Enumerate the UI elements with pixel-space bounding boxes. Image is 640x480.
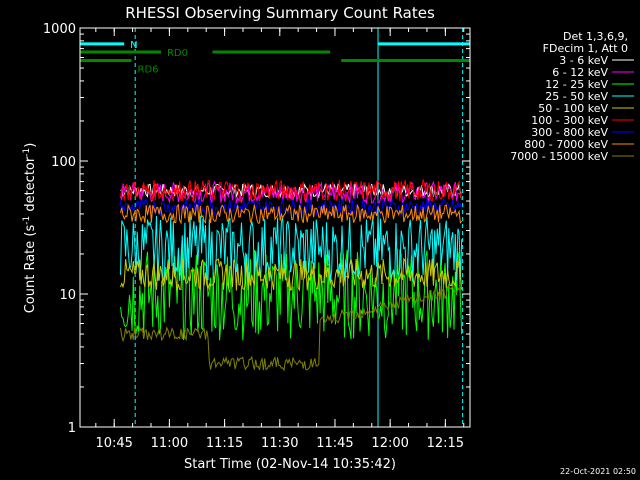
legend-entry: 3 - 6 keV: [559, 54, 608, 67]
x-axis-label: Start Time (02-Nov-14 10:35:42): [184, 457, 396, 472]
legend-entry: 800 - 7000 keV: [524, 138, 608, 151]
y-axis-label-mid: detector: [23, 156, 38, 216]
series-line: [120, 215, 463, 282]
x-tick-label: 11:15: [206, 436, 243, 451]
legend-entry: 300 - 800 keV: [531, 126, 608, 139]
y-axis-label-sup-1: -1: [22, 216, 32, 225]
flag-label-RD6: RD6: [138, 64, 159, 75]
flag-label-RD0: RD0: [167, 48, 188, 59]
plot-area: N RD0 RD6: [79, 28, 470, 427]
y-axis-label-main: Count Rate (s: [23, 225, 38, 314]
plot-frame: [79, 27, 471, 428]
legend-header-1: Det 1,3,6,9,: [563, 30, 628, 43]
series-line: [120, 248, 463, 341]
x-tick-label: 12:00: [371, 436, 408, 451]
legend-entry: 50 - 100 keV: [538, 102, 608, 115]
legend-entry: 100 - 300 keV: [531, 114, 608, 127]
legend: Det 1,3,6,9, FDecim 1, Att 0 3 - 6 keV6 …: [510, 30, 634, 163]
flag-label-N: N: [130, 40, 137, 51]
y-tick-label: 1000: [43, 22, 76, 37]
y-tick-label: 10: [59, 288, 76, 303]
chart-title: RHESSI Observing Summary Count Rates: [125, 4, 435, 22]
legend-entry: 12 - 25 keV: [545, 78, 608, 91]
x-tick-label: 10:45: [95, 436, 132, 451]
series-line: [120, 178, 463, 203]
y-tick-label: 1: [68, 421, 76, 436]
series-line: [120, 284, 463, 372]
legend-entry: 25 - 50 keV: [545, 90, 608, 103]
x-tick-label: 11:45: [316, 436, 353, 451]
series-line: [120, 257, 463, 292]
y-tick-label: 100: [51, 155, 76, 170]
x-tick-label: 12:15: [427, 436, 464, 451]
series-line: [120, 203, 463, 225]
timestamp: 22-Oct-2021 02:50: [560, 467, 636, 476]
y-axis-label-sup-2: -1: [22, 148, 32, 157]
legend-entry: 7000 - 15000 keV: [510, 150, 608, 163]
y-axis-label: Count Rate (s-1 detector-1): [22, 143, 38, 314]
x-axis: 10:45 11:00 11:15 11:30 11:45 12:00 12:15: [95, 28, 465, 451]
x-tick-label: 11:00: [151, 436, 188, 451]
legend-entry: 6 - 12 keV: [552, 66, 608, 79]
y-axis-label-end: ): [23, 143, 38, 148]
legend-header-2: FDecim 1, Att 0: [543, 42, 628, 55]
y-axis: 1 10 100 1000: [43, 22, 470, 436]
x-tick-label: 11:30: [261, 436, 298, 451]
